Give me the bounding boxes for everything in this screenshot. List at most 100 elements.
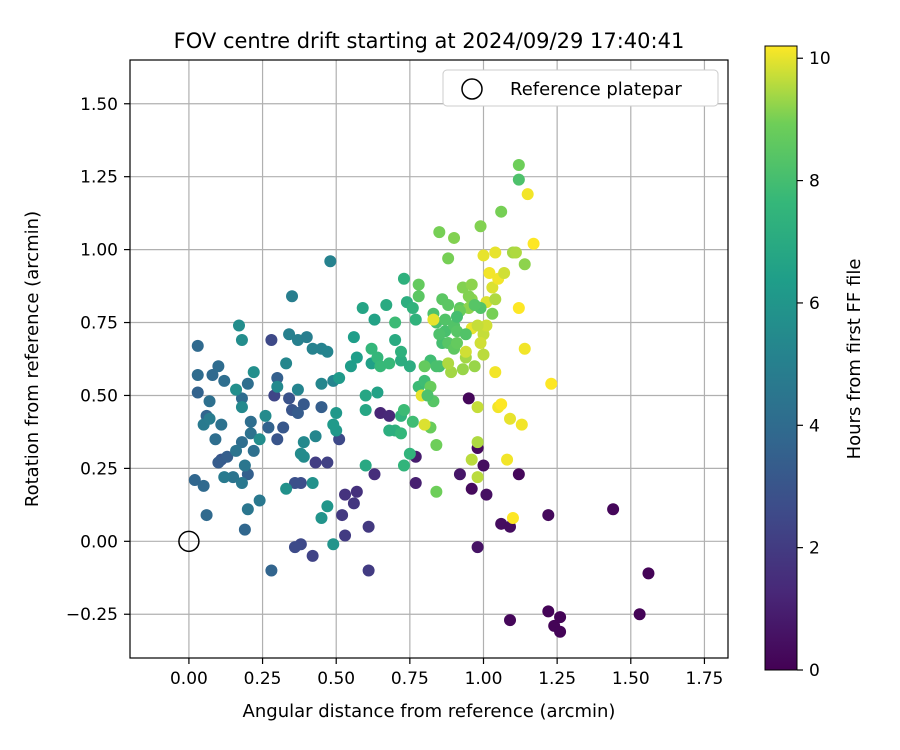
reference-point-marker xyxy=(178,530,200,553)
data-point xyxy=(200,509,213,522)
data-point xyxy=(238,523,251,536)
data-point xyxy=(397,272,410,285)
data-point xyxy=(315,511,328,524)
data-point xyxy=(406,301,419,314)
data-point xyxy=(297,436,310,449)
data-point xyxy=(468,299,481,312)
data-point xyxy=(554,611,567,624)
data-point xyxy=(383,409,396,422)
x-tick-label: 0.00 xyxy=(170,669,208,689)
data-point xyxy=(430,360,443,373)
data-point xyxy=(397,404,410,417)
data-point xyxy=(286,290,299,303)
legend-box xyxy=(442,69,719,107)
data-point xyxy=(403,447,416,460)
data-point xyxy=(306,342,319,355)
legend-marker-icon xyxy=(461,78,483,100)
data-point xyxy=(471,319,484,332)
data-point xyxy=(421,389,434,402)
y-tick-label: 0.75 xyxy=(80,314,118,334)
data-point xyxy=(362,520,375,533)
data-point xyxy=(321,345,334,358)
data-point xyxy=(633,608,646,621)
data-point xyxy=(450,336,463,349)
y-tick-label: 1.00 xyxy=(80,241,118,261)
data-point xyxy=(465,453,478,466)
chart-title: FOV centre drift starting at 2024/09/29 … xyxy=(174,29,685,53)
data-point xyxy=(474,336,487,349)
data-point xyxy=(235,476,248,489)
y-tick-label: 0.50 xyxy=(80,386,118,406)
data-point xyxy=(430,485,443,498)
data-point xyxy=(453,468,466,481)
data-point xyxy=(509,246,522,259)
data-point xyxy=(512,173,525,186)
data-point xyxy=(291,383,304,396)
data-point xyxy=(244,415,257,428)
data-point xyxy=(209,433,222,446)
x-axis-ticks: 0.00 0.25 0.50 0.75 1.00 1.25 1.50 1.75 xyxy=(170,658,723,689)
x-tick-label: 1.00 xyxy=(465,669,503,689)
data-point xyxy=(253,494,266,507)
data-point xyxy=(232,319,245,332)
data-point xyxy=(359,459,372,472)
data-point xyxy=(191,369,204,382)
data-point xyxy=(512,468,525,481)
data-point xyxy=(642,567,655,580)
data-point xyxy=(297,398,310,411)
data-point xyxy=(527,237,540,250)
data-point xyxy=(486,307,499,320)
data-point xyxy=(480,488,493,501)
data-point xyxy=(471,471,484,484)
y-tick-label: 1.25 xyxy=(80,168,118,188)
data-point xyxy=(403,360,416,373)
legend-entry-label: Reference platepar xyxy=(510,79,682,100)
data-point xyxy=(247,366,260,379)
data-point xyxy=(309,430,322,443)
data-points xyxy=(188,159,655,638)
data-point xyxy=(321,456,334,469)
x-axis-label: Angular distance from reference (arcmin) xyxy=(243,701,616,722)
data-point xyxy=(235,334,248,347)
data-point xyxy=(206,369,219,382)
data-point xyxy=(471,401,484,414)
data-point xyxy=(433,226,446,239)
data-point xyxy=(462,290,475,303)
data-point xyxy=(371,386,384,399)
data-point xyxy=(430,439,443,452)
data-point xyxy=(409,313,422,326)
data-point xyxy=(339,488,352,501)
data-point xyxy=(395,354,408,367)
data-point xyxy=(607,503,620,516)
data-point xyxy=(518,258,531,271)
data-point xyxy=(271,380,284,393)
data-point xyxy=(300,331,313,344)
data-point xyxy=(327,538,340,551)
data-point xyxy=(288,476,301,489)
data-point xyxy=(324,255,337,268)
data-point xyxy=(327,418,340,431)
data-point xyxy=(450,310,463,323)
legend: Reference platepar xyxy=(442,69,719,107)
data-point xyxy=(203,412,216,425)
data-point xyxy=(380,299,393,312)
data-point xyxy=(512,301,525,314)
data-point xyxy=(344,360,357,373)
data-point xyxy=(235,392,248,405)
data-point xyxy=(427,313,440,326)
x-tick-label: 1.25 xyxy=(538,669,576,689)
data-point xyxy=(244,427,257,440)
data-point xyxy=(495,398,508,411)
data-point xyxy=(306,549,319,562)
data-point xyxy=(486,281,499,294)
data-point xyxy=(542,509,555,522)
plot-frame xyxy=(129,59,729,659)
data-point xyxy=(212,360,225,373)
data-point xyxy=(368,313,381,326)
data-point xyxy=(433,328,446,341)
data-point xyxy=(291,406,304,419)
data-point xyxy=(271,433,284,446)
data-point xyxy=(545,377,558,390)
reference-marker xyxy=(178,530,200,553)
data-point xyxy=(521,188,534,201)
